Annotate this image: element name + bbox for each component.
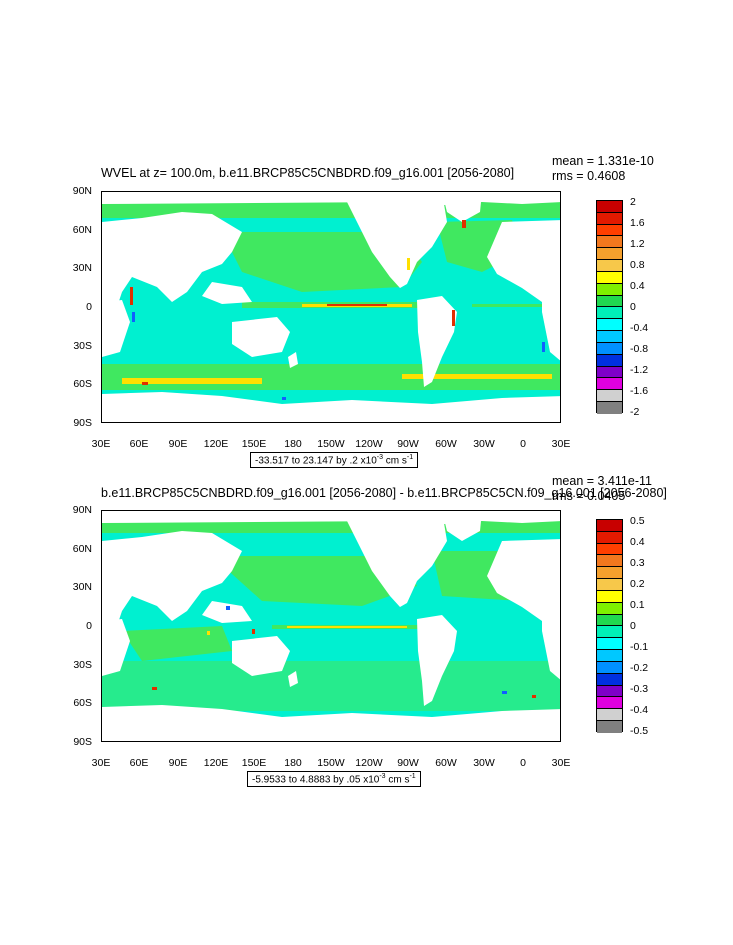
colorbar-label: -0.4 [630, 704, 649, 716]
rms-stat: rms = 0.0405 [552, 489, 626, 503]
colorbar-label: -0.5 [630, 725, 649, 737]
colorbar-label: -0.4 [630, 322, 649, 334]
lat-label-30n: 30N [72, 581, 92, 593]
colorbar-label: 0.1 [630, 599, 645, 611]
lon-label: 60W [435, 438, 457, 450]
mean-stat: mean = 3.411e-11 [552, 474, 652, 488]
lat-label-60n: 60N [72, 543, 92, 555]
lon-label: 120W [355, 757, 383, 769]
lat-label-90n: 90N [72, 504, 92, 516]
lon-label: 120W [355, 438, 383, 450]
lon-label: 120E [203, 757, 229, 769]
rms-stat: rms = 0.4608 [552, 169, 626, 183]
lon-label: 90W [397, 438, 419, 450]
colorbar-label: -0.8 [630, 343, 649, 355]
lon-label: 30E [91, 438, 111, 450]
lat-label-0: 0 [86, 620, 92, 632]
lon-label: 150W [317, 438, 345, 450]
lat-label-90n: 90N [72, 185, 92, 197]
lon-label: 120E [203, 438, 229, 450]
lon-label: 90E [168, 757, 188, 769]
colorbar-label: 0.4 [630, 536, 645, 548]
panel-title: WVEL at z= 100.0m, b.e11.BRCP85C5CNBDRD.… [101, 166, 515, 180]
lon-label: 60E [129, 757, 149, 769]
colorbar-label: -0.2 [630, 662, 649, 674]
map-plot [101, 510, 561, 742]
colorbar-label: 0 [630, 301, 636, 313]
lon-label: 30E [91, 757, 111, 769]
lon-label: 90E [168, 438, 188, 450]
lon-label: 30E [551, 757, 571, 769]
colorbar-label: -0.1 [630, 641, 649, 653]
lon-label: 60W [435, 757, 457, 769]
lat-label-0: 0 [86, 301, 92, 313]
colorbar-label: 1.2 [630, 238, 645, 250]
colorbar-label: -1.2 [630, 364, 649, 376]
lon-label: 0 [520, 438, 526, 450]
lon-label: 30W [473, 438, 495, 450]
lat-label-60n: 60N [72, 224, 92, 236]
lon-label: 0 [520, 757, 526, 769]
map-canvas [102, 192, 560, 422]
lat-label-30s: 30S [73, 340, 92, 352]
colorbar-label: 0.5 [630, 515, 645, 527]
lon-label: 150E [241, 438, 267, 450]
colorbar-label: 2 [630, 196, 636, 208]
colorbar [596, 200, 623, 414]
lon-label: 30E [551, 438, 571, 450]
lon-label: 150W [317, 757, 345, 769]
colorbar-label: 0.2 [630, 578, 645, 590]
lon-label: 30W [473, 757, 495, 769]
colorbar-label: -0.3 [630, 683, 649, 695]
lat-label-60s: 60S [73, 378, 92, 390]
lon-label: 180 [284, 757, 302, 769]
panel-title: b.e11.BRCP85C5CNBDRD.f09_g16.001 [2056-2… [101, 486, 667, 500]
lon-label: 150E [241, 757, 267, 769]
lat-label-90s: 90S [73, 417, 92, 429]
contour-range-box: -33.517 to 23.147 by .2 x10-3 cm s-1 [250, 452, 419, 469]
mean-stat: mean = 1.331e-10 [552, 154, 654, 168]
colorbar-label: 0.3 [630, 557, 645, 569]
lon-label: 90W [397, 757, 419, 769]
colorbar-label: 0.8 [630, 259, 645, 271]
map-canvas [102, 511, 560, 741]
colorbar-label: -2 [630, 406, 640, 418]
map-plot [101, 191, 561, 423]
colorbar-label: -1.6 [630, 385, 649, 397]
colorbar-label: 0.4 [630, 280, 645, 292]
lat-label-60s: 60S [73, 697, 92, 709]
contour-range-box: -5.9533 to 4.8883 by .05 x10-3 cm s-1 [247, 771, 421, 788]
colorbar [596, 519, 623, 733]
lat-label-30n: 30N [72, 262, 92, 274]
lat-label-90s: 90S [73, 736, 92, 748]
lon-label: 60E [129, 438, 149, 450]
colorbar-label: 0 [630, 620, 636, 632]
lon-label: 180 [284, 438, 302, 450]
lat-label-30s: 30S [73, 659, 92, 671]
colorbar-label: 1.6 [630, 217, 645, 229]
